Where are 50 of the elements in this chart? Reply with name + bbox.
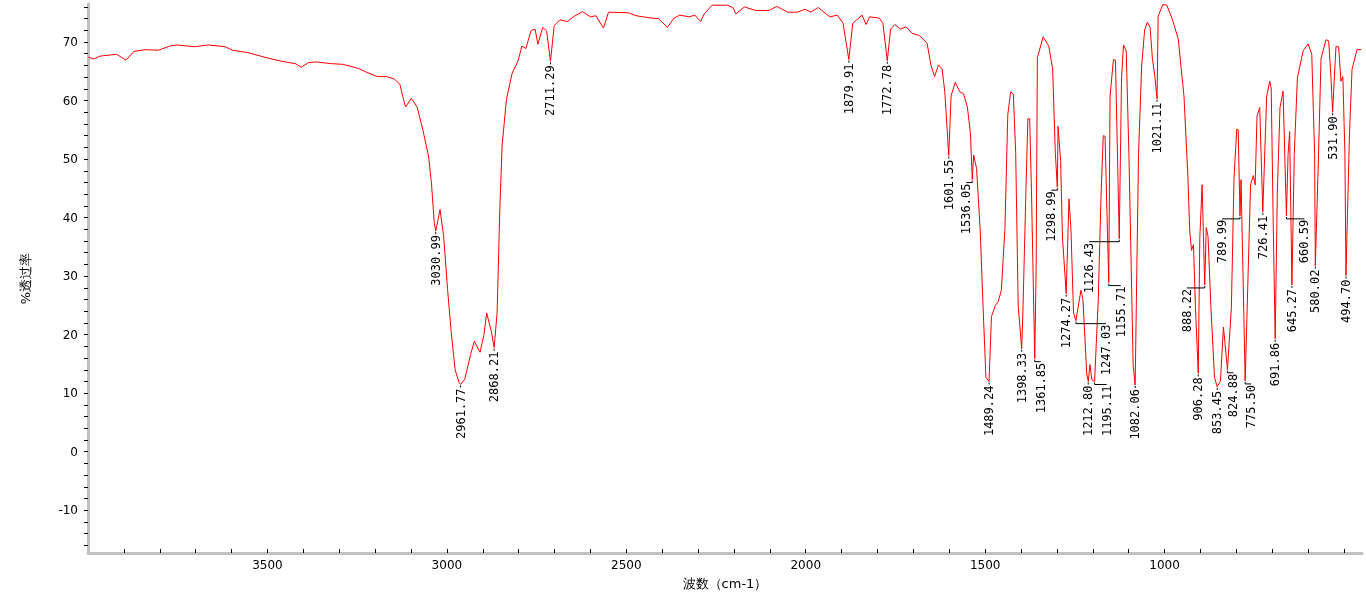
y-tick-label: 70 (62, 35, 78, 50)
annotation: 1126.43 (1082, 242, 1097, 294)
annotation: 1361.85 (1033, 362, 1048, 414)
annotation: 2868.21 (487, 351, 502, 403)
annotation: 1212.80 (1081, 385, 1096, 437)
y-axis-title: %透过率 (18, 252, 33, 305)
x-tick-label: 3000 (431, 558, 463, 572)
y-tick-label: 60 (62, 93, 78, 108)
y-tick-label: 10 (62, 386, 78, 401)
y-tick-label: -10 (58, 503, 78, 518)
annotation: 1082.06 (1128, 389, 1143, 440)
annotation: 531.90 (1325, 116, 1340, 160)
x-tick-label: 2000 (790, 558, 822, 572)
annotation: 789.99 (1214, 219, 1229, 264)
annotation: 494.70 (1338, 279, 1353, 323)
annotation: 645.27 (1284, 288, 1299, 333)
y-tick-label: 50 (62, 152, 78, 167)
annotation: 660.59 (1297, 219, 1312, 264)
y-tick-label: 30 (62, 269, 78, 284)
annotation: 1298.99 (1044, 191, 1059, 242)
x-tick-label: 1500 (969, 558, 1001, 572)
annotation: 1489.24 (982, 385, 997, 437)
annotation: 1879.91 (841, 63, 856, 115)
annotation: 1601.55 (941, 159, 956, 211)
annotation: 726.41 (1255, 215, 1270, 260)
annotation: 1536.05 (959, 183, 974, 235)
annotation: 1274.27 (1059, 297, 1074, 349)
y-tick-label: 40 (62, 210, 78, 225)
x-tick-label: 1000 (1149, 558, 1180, 572)
annotation: 888.22 (1179, 288, 1194, 333)
x-tick-label: 2500 (611, 558, 642, 572)
annotation: 1195.11 (1099, 385, 1114, 437)
annotation: 1155.71 (1113, 286, 1128, 338)
annotation: 580.02 (1308, 269, 1323, 313)
annotation: 1247.03 (1098, 324, 1113, 376)
annotation: 775.50 (1244, 384, 1259, 429)
annotation: 906.28 (1191, 377, 1206, 421)
x-tick-label: 3500 (252, 558, 283, 572)
y-tick-label: 20 (62, 327, 78, 342)
x-axis-title: 波数（cm-1） (682, 576, 768, 591)
annotation: 691.86 (1268, 342, 1283, 387)
y-tick-label: 0 (70, 444, 78, 459)
annotation: 824.88 (1226, 373, 1241, 418)
annotation: 3030.99 (428, 235, 443, 286)
annotation: 2961.77 (453, 388, 468, 440)
annotation: 1772.78 (880, 64, 895, 116)
annotation: 1021.11 (1150, 102, 1165, 154)
annotation: 853.45 (1210, 390, 1225, 435)
annotation: 1398.33 (1014, 352, 1029, 404)
annotation: 2711.29 (543, 65, 558, 116)
